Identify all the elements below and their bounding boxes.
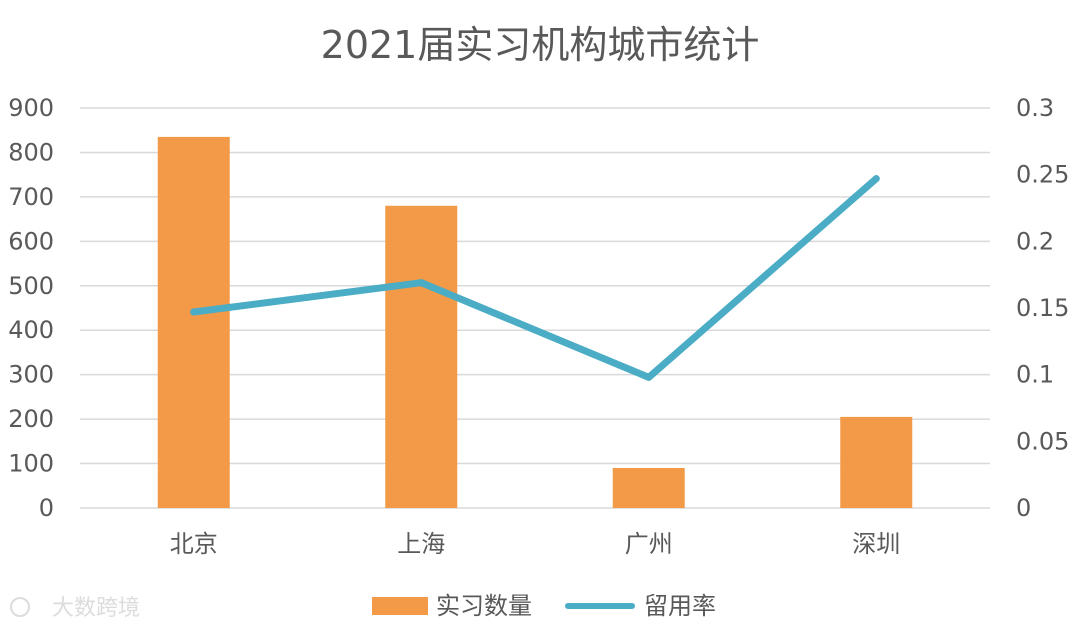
left-y-tick-label: 900 <box>8 94 54 122</box>
legend-bar-label: 实习数量 <box>436 592 532 620</box>
x-axis-labels: 北京 上海 广州 深圳 <box>170 530 901 558</box>
left-y-axis: 900 800 700 600 500 400 300 200 100 0 <box>8 94 54 522</box>
left-y-tick-label: 0 <box>39 494 54 522</box>
line-point <box>645 373 653 381</box>
left-y-tick-label: 100 <box>8 450 54 478</box>
right-y-tick-label: 0.1 <box>1016 361 1054 389</box>
watermark-text: 大数跨境 <box>52 596 140 621</box>
right-y-tick-label: 0.25 <box>1016 161 1069 189</box>
left-y-tick-label: 500 <box>8 272 54 300</box>
bar <box>157 136 230 508</box>
right-y-axis: 0.3 0.25 0.2 0.15 0.1 0.05 0 <box>1016 94 1069 522</box>
watermark-icon <box>10 597 30 617</box>
bar <box>840 416 913 508</box>
left-y-tick-label: 300 <box>8 361 54 389</box>
right-y-tick-label: 0.15 <box>1016 294 1069 322</box>
left-y-tick-label: 600 <box>8 227 54 255</box>
line-series <box>190 175 880 381</box>
left-y-tick-label: 200 <box>8 405 54 433</box>
legend-line-label: 留用率 <box>644 592 716 620</box>
bar <box>612 468 685 508</box>
x-category-label: 广州 <box>625 530 673 558</box>
left-y-tick-label: 800 <box>8 138 54 166</box>
line-point <box>417 279 425 287</box>
x-category-label: 深圳 <box>852 530 900 558</box>
line-point <box>872 175 880 183</box>
x-category-label: 上海 <box>397 530 445 558</box>
line-path <box>190 175 880 381</box>
watermark: 大数跨境 <box>10 596 140 621</box>
right-y-tick-label: 0 <box>1016 494 1031 522</box>
left-y-tick-label: 700 <box>8 183 54 211</box>
right-y-tick-label: 0.2 <box>1016 227 1054 255</box>
left-y-tick-label: 400 <box>8 316 54 344</box>
line-point <box>190 308 198 316</box>
x-category-label: 北京 <box>170 530 218 558</box>
bar <box>385 205 458 508</box>
chart-title: 2021届实习机构城市统计 <box>321 23 760 67</box>
bar-series <box>157 136 913 508</box>
right-y-tick-label: 0.05 <box>1016 427 1069 455</box>
legend-bar-swatch <box>372 597 428 615</box>
right-y-tick-label: 0.3 <box>1016 94 1054 122</box>
legend: 实习数量 留用率 <box>372 592 716 620</box>
